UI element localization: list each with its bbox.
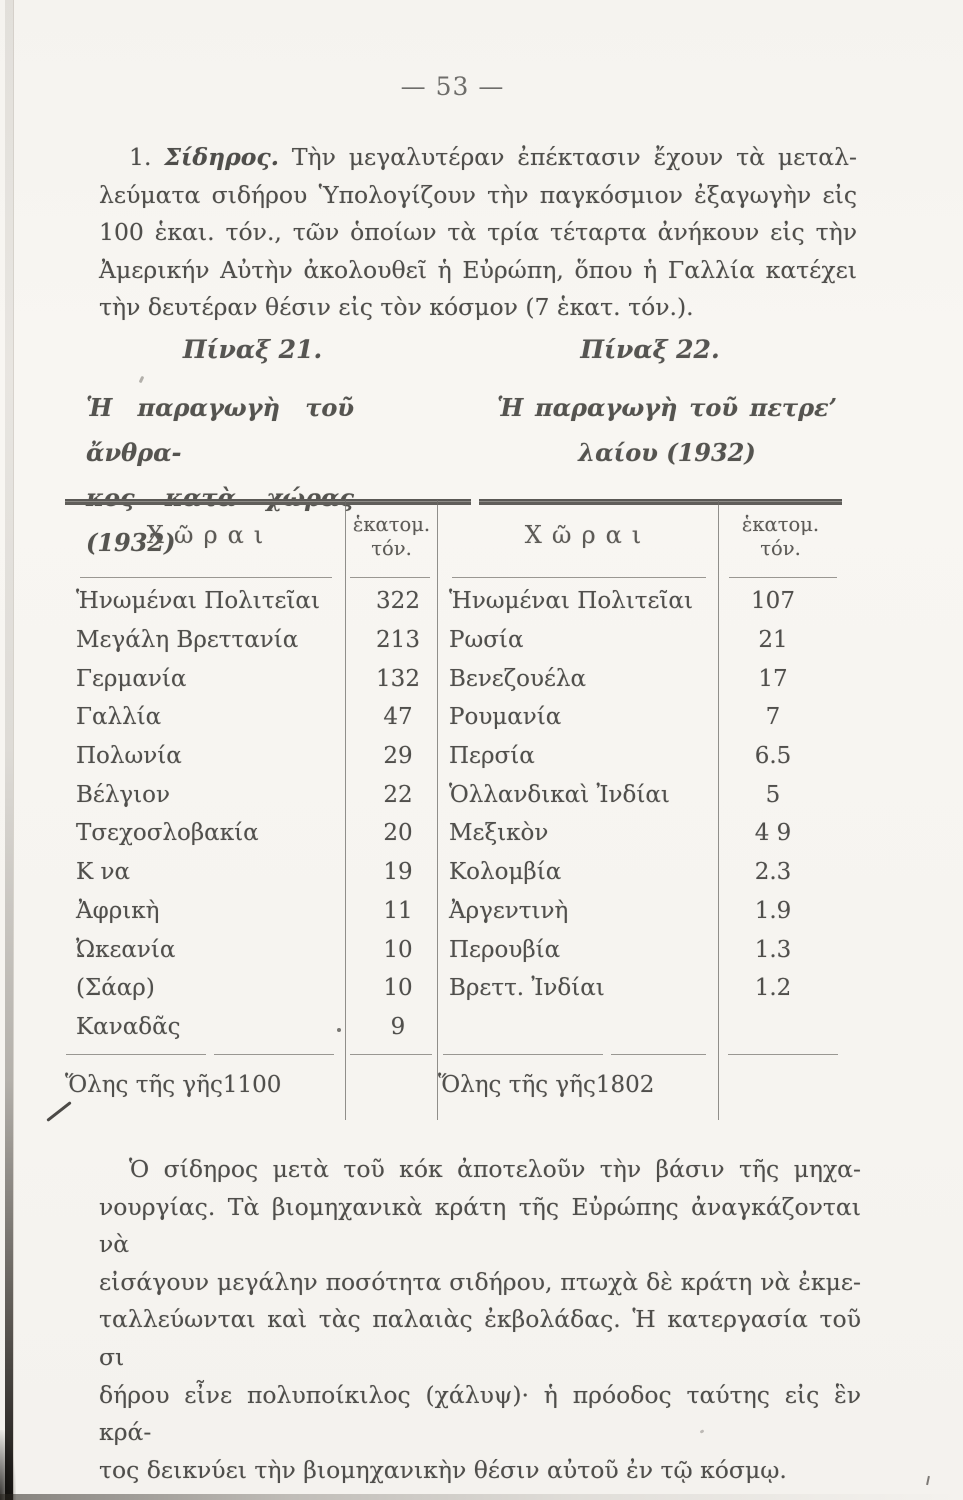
tables-divider bbox=[437, 500, 438, 1120]
closing-line-6: τος δεικνύει τὴν βιομηχανικὴν θέσιν αὐτο… bbox=[99, 1455, 787, 1484]
closing-paragraph: Ὁ σίδηρος μετὰ τοῦ κόκ ἀποτελοῦν τὴν βάσ… bbox=[99, 1151, 861, 1489]
table-row: Ἡνωμέναι Πολιτεῖαι 107 bbox=[449, 588, 795, 615]
table-row: Ὠκεανία 10 bbox=[76, 936, 413, 963]
totals-rule-segment bbox=[611, 1054, 706, 1055]
totals-rule-segment bbox=[350, 1054, 432, 1055]
page-bottom-shadow bbox=[0, 1494, 963, 1500]
binding-corner-shadow bbox=[0, 1430, 16, 1500]
table-row: Βρεττ. Ἰνδίαι 1.2 bbox=[449, 975, 792, 1002]
totals-rule-segment bbox=[214, 1054, 334, 1055]
table-row: Μεγάλη Βρεττανία 213 bbox=[76, 627, 420, 654]
table22-total-label: Ὅλης τῆς γῆς bbox=[438, 1072, 596, 1098]
table-row: Ρωσία 21 bbox=[449, 627, 788, 654]
intro-line-1: 1. Σίδηρος. Τὴν μεγαλυτέραν ἐπέκτασιν ἔχ… bbox=[99, 139, 857, 177]
intro-line-5: τὴν δευτέραν θέσιν εἰς τὸν κόσμον (7 ἑκα… bbox=[99, 293, 694, 322]
table22-subtitle-line1: Ἡ παραγωγὴ τοῦ πετρε’ bbox=[497, 393, 837, 422]
totals-rule-segment bbox=[66, 1054, 206, 1055]
table21-country-header: Χῶραι bbox=[146, 521, 274, 549]
closing-line-5: δήρου εἶνε πολυποίκιλος (χάλυψ)· ἡ πρόοδ… bbox=[99, 1380, 861, 1447]
table-row: Περουβία 1.3 bbox=[449, 936, 792, 963]
table-row: Κολομβία 2.3 bbox=[449, 859, 792, 886]
ink-dot-artifact bbox=[337, 1028, 341, 1032]
pen-slash-mark bbox=[46, 1101, 72, 1122]
table-row: Πολωνία 29 bbox=[76, 743, 413, 770]
table-row: Γερμανία 132 bbox=[76, 665, 420, 692]
table22-total-value: 1802 bbox=[595, 1072, 655, 1098]
table-row: Βενεζουέλα 17 bbox=[449, 665, 788, 692]
table-row: Γαλλία 47 bbox=[76, 704, 413, 731]
table-row: Τσεχοσλοβακία 20 bbox=[76, 820, 413, 847]
page-number: — 53 — bbox=[400, 72, 505, 101]
section-number: 1. bbox=[129, 143, 152, 171]
closing-line-2: νουργίας. Τὰ βιομηχανικὰ κράτη τῆς Εὐρώπ… bbox=[99, 1192, 861, 1259]
table22-unit-line1: ἑκατομ. bbox=[741, 513, 820, 536]
table-row: Ἀργεντινὴ 1.9 bbox=[449, 897, 792, 924]
table-row: Καναδᾶς 9 bbox=[76, 1013, 406, 1040]
table22-column-divider bbox=[718, 500, 719, 1120]
table21-column-divider bbox=[345, 500, 346, 1120]
totals-rule-segment bbox=[443, 1054, 603, 1055]
table21-header-underline bbox=[80, 577, 332, 578]
table22-unit-header: ἑκατομ. τόν. bbox=[719, 513, 842, 561]
table21-unit-header: ἑκατομ. τόν. bbox=[346, 513, 437, 561]
intro-line-1-rest: Τὴν μεγαλυτέραν ἐπέκτασιν ἔχουν τὰ μεταλ… bbox=[291, 143, 857, 171]
closing-line-3: εἰσάγουν μεγάλην ποσότητα σιδήρου, πτωχὰ… bbox=[99, 1267, 861, 1296]
closing-line-4: ταλλεύωνται καὶ τὰς παλαιὰς ἐκβολάδας. Ἡ… bbox=[99, 1305, 861, 1371]
table-row: Ρουμανία 7 bbox=[449, 704, 781, 731]
page-edge-line bbox=[13, 0, 14, 1500]
table22-subtitle-line2: λαίου (1932) bbox=[578, 438, 756, 467]
table21-unit-line2: τόν. bbox=[371, 537, 412, 560]
table-row: Μεξικὸν 4 9 bbox=[449, 820, 792, 847]
table21-unit-line1: ἑκατομ. bbox=[352, 513, 431, 536]
table21-header-underline-unit bbox=[350, 577, 430, 578]
table22-total-row: Ὅλης τῆς γῆς 1802 bbox=[438, 1063, 842, 1107]
intro-line-4: Ἀμερικήν Αὐτὴν ἀκολουθεῖ ἡ Εὐρώπη, ὅπου … bbox=[99, 255, 857, 284]
table-row: Κ να 19 bbox=[76, 859, 413, 886]
book-binding-shadow bbox=[5, 0, 13, 1500]
table21-total-value: 1100 bbox=[222, 1072, 282, 1098]
table22-subtitle: Ἡ παραγωγὴ τοῦ πετρε’ λαίου (1932) bbox=[497, 385, 837, 475]
totals-rule-segment bbox=[728, 1054, 838, 1055]
table-row: Ἀφρικὴ 11 bbox=[76, 897, 413, 924]
ink-speck bbox=[138, 375, 145, 384]
table22-top-rule bbox=[479, 499, 842, 505]
table22-header-underline-unit bbox=[729, 577, 837, 578]
table22-country-header: Χῶραι bbox=[524, 521, 652, 549]
table21-total-label: Ὅλης τῆς γῆς bbox=[65, 1072, 223, 1098]
table22-body: Ἡνωμέναι Πολιτεῖαι 107 Ρωσία 21 Βενεζουέλα… bbox=[438, 582, 842, 1008]
intro-line-3: 100 ἑκαι. τόν., τῶν ὁποίων τὰ τρία τέταρ… bbox=[99, 218, 857, 247]
table22-unit-line2: τόν. bbox=[760, 537, 801, 560]
table21-subtitle-line2: κος κατὰ χώρας (1932) bbox=[86, 483, 354, 557]
table21-subtitle-line1: Ἡ παραγωγὴ τοῦ ἄνθρα- bbox=[86, 393, 354, 467]
table21-body: Ἡνωμέναι Πολιτεῖαι 322 Μεγάλη Βρεττανία 21… bbox=[65, 582, 437, 1046]
table22-caption: Πίναξ 22. bbox=[580, 335, 720, 364]
intro-line-2: λεύματα σιδήρου Ὑπολογίζουν τὴν παγκόσμι… bbox=[99, 180, 857, 209]
intro-paragraph: 1. Σίδηρος. Τὴν μεγαλυτέραν ἐπέκτασιν ἔχ… bbox=[99, 139, 857, 327]
table21-subtitle: Ἡ παραγωγὴ τοῦ ἄνθρα- κος κατὰ χώρας (19… bbox=[86, 385, 354, 565]
table-row: Ἡνωμέναι Πολιτεῖαι 322 bbox=[76, 588, 420, 615]
ink-tick-artifact bbox=[926, 1475, 930, 1486]
section-term: Σίδηρος. bbox=[164, 143, 279, 171]
table21-caption: Πίναξ 21. bbox=[182, 335, 323, 364]
closing-line-1: Ὁ σίδηρος μετὰ τοῦ κόκ ἀποτελοῦν τὴν βάσ… bbox=[129, 1155, 861, 1183]
table-row: Περσία 6.5 bbox=[449, 743, 792, 770]
table-row: Ὁλλανδικαὶ Ἰνδίαι 5 bbox=[449, 781, 781, 808]
table-row: Βέλγιον 22 bbox=[76, 781, 413, 808]
table-row: (Σάαρ) 10 bbox=[76, 975, 413, 1002]
table21-top-rule bbox=[65, 499, 471, 505]
table21-total-row: Ὅλης τῆς γῆς 1100 bbox=[65, 1063, 437, 1107]
table22-header-underline bbox=[452, 577, 706, 578]
